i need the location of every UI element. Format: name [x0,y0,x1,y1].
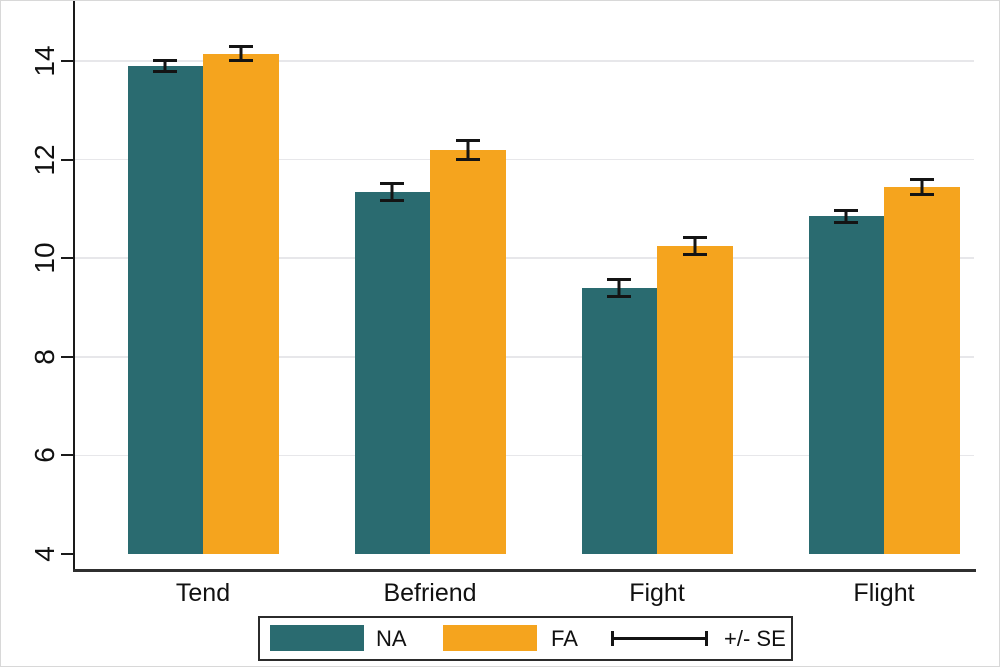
y-tick-12 [61,158,74,161]
gridline-8 [74,356,974,358]
error-bar-line [611,637,708,640]
error-bar-bottom-cap [682,252,707,256]
error-bar-na-befriend [380,181,405,202]
error-bar-stem [163,58,167,74]
error-bar-bottom-cap [909,192,934,196]
error-bar-bottom-cap [380,198,405,202]
bar-fa-flight [884,186,960,554]
y-tick-label-4: 4 [29,546,60,562]
category-label-befriend: Befriend [383,579,477,607]
bar-fa-fight [657,245,733,554]
legend-swatch-na [270,625,364,651]
y-tick-label-12: 12 [29,144,60,176]
legend-swatch-fa [443,625,537,651]
bar-fa-tend [203,53,279,554]
bar-na-befriend [354,191,430,554]
error-bar-stem [466,138,470,161]
gridline-12 [74,158,974,161]
y-tick-label-14: 14 [29,45,60,77]
error-bar-stem [239,45,243,62]
legend: NA FA +/- SE [258,616,793,661]
error-bar-stem [390,181,394,202]
y-tick-label-8: 8 [29,349,60,365]
y-axis-line [73,1,75,571]
plot-area: 4 6 8 10 12 14 Tend Befriend Fight Flight [1,1,999,607]
error-bar-bottom-cap [834,220,859,224]
error-bar-stem [617,277,621,298]
y-tick-label-6: 6 [29,447,60,464]
error-bar-fa-tend [228,45,253,62]
category-label-tend: Tend [175,579,231,607]
category-label-flight: Flight [853,579,915,607]
y-tick-10 [61,257,74,260]
bar-na-flight [808,216,884,554]
y-tick-4 [61,553,74,555]
error-bar-na-fight [607,277,632,298]
error-bar-stem [693,236,697,256]
error-bar-bottom-cap [455,157,480,161]
error-bar-fa-fight [682,236,707,256]
category-label-fight: Fight [629,579,685,607]
legend-label-na: NA [376,626,407,651]
error-bar-na-tend [153,58,178,74]
gridline-14 [74,60,974,62]
bar-na-tend [127,65,203,554]
error-bar-stem [920,177,924,196]
legend-label-se: +/- SE [724,626,786,651]
gridline-6 [74,454,974,457]
x-axis-line [73,569,976,572]
error-bar-stem [844,208,848,224]
error-bar-bottom-cap [228,58,253,62]
error-bar-icon [611,631,708,646]
y-tick-label-10: 10 [29,242,60,274]
y-tick-8 [61,355,74,358]
error-bar-fa-befriend [455,138,480,161]
error-bar-na-flight [834,208,859,224]
error-bar-fa-flight [909,177,934,196]
gridline-10 [74,257,974,259]
bar-fa-befriend [430,149,506,554]
y-tick-14 [61,60,74,62]
error-bar-right-cap [705,631,708,646]
legend-label-fa: FA [551,626,578,651]
y-tick-6 [61,454,74,457]
error-bar-bottom-cap [153,70,178,74]
error-bar-bottom-cap [607,294,632,298]
bar-na-fight [581,287,657,554]
